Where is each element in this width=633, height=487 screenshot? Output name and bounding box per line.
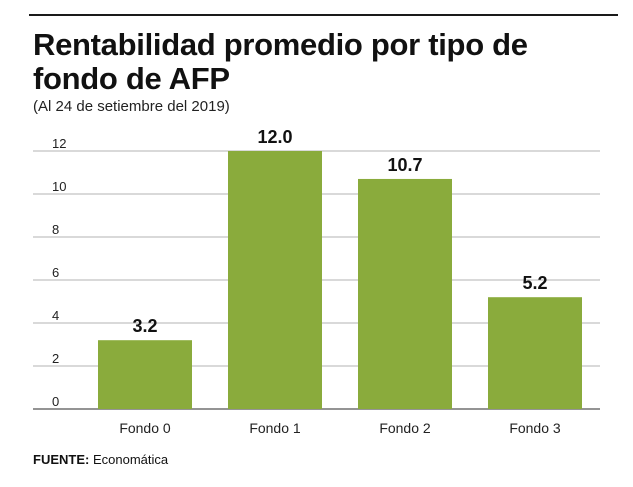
bar-value-label: 5.2 (522, 273, 547, 293)
x-tick-label: Fondo 1 (249, 420, 301, 436)
y-tick-label: 6 (52, 265, 59, 280)
y-tick-label: 12 (52, 136, 66, 151)
bar (98, 340, 192, 409)
y-tick-label: 10 (52, 179, 66, 194)
y-tick-label: 8 (52, 222, 59, 237)
chart-subtitle: (Al 24 de setiembre del 2019) (33, 98, 230, 115)
y-tick-label: 0 (52, 394, 59, 409)
bar-value-label: 12.0 (257, 127, 292, 147)
source-note: FUENTE: Economática (33, 452, 168, 467)
bar (358, 178, 452, 409)
top-rule (29, 14, 618, 16)
bar-value-label: 3.2 (132, 316, 157, 336)
x-tick-label: Fondo 3 (509, 420, 561, 436)
x-tick-label: Fondo 0 (119, 420, 171, 436)
source-label: FUENTE: (33, 452, 90, 467)
y-tick-label: 2 (52, 351, 59, 366)
y-tick-label: 4 (52, 308, 59, 323)
source-value: Economática (92, 452, 169, 467)
chart-title: Rentabilidad promedio por tipo de fondo … (33, 27, 528, 96)
bar (228, 151, 322, 409)
bar (488, 297, 582, 409)
bar-value-label: 10.7 (387, 155, 422, 175)
x-tick-label: Fondo 2 (379, 420, 431, 436)
